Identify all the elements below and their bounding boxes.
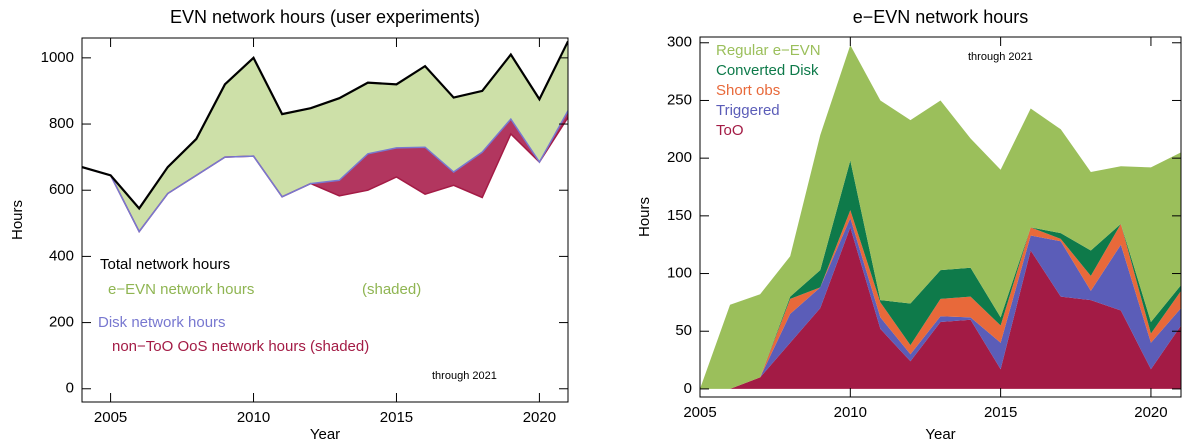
shaded-area (82, 110, 568, 232)
y-tick-label: 1000 (41, 49, 74, 66)
annotation: through 2021 (432, 370, 497, 382)
legend-label: Total network hours (100, 256, 230, 273)
legend-label: Triggered (716, 102, 780, 119)
x-tick-label: 2020 (523, 409, 556, 426)
y-tick-label: 0 (684, 380, 692, 397)
y-tick-label: 800 (49, 115, 74, 132)
legend-label: Short obs (716, 82, 780, 99)
annotation: e−EVN network hours (108, 281, 254, 298)
axes-frame (699, 36, 1182, 398)
x-tick-label: 2005 (683, 404, 716, 421)
axes-frame (81, 37, 569, 403)
stacked-area (700, 210, 1181, 389)
annotation: (shaded) (362, 281, 421, 298)
y-tick-label: 300 (667, 34, 692, 51)
x-tick-label: 2010 (834, 404, 867, 421)
y-tick-label: 50 (675, 322, 692, 339)
y-tick-label: 200 (667, 149, 692, 166)
x-tick-label: 2015 (380, 409, 413, 426)
x-tick-label: 2020 (1134, 404, 1167, 421)
stacked-area (700, 227, 1181, 389)
x-tick-label: 2010 (237, 409, 270, 426)
x-axis-label: Year (310, 426, 340, 443)
y-axis-label: Hours (636, 197, 653, 237)
y-tick-label: 150 (667, 207, 692, 224)
plot-area (82, 40, 568, 233)
stacked-area (700, 45, 1181, 389)
x-axis-label: Year (925, 426, 955, 443)
y-axis-label: Hours (9, 200, 26, 240)
legend-label: non−ToO OoS network hours (shaded) (112, 338, 369, 355)
x-tick-label: 2015 (984, 404, 1017, 421)
chart-title: e−EVN network hours (853, 7, 1029, 27)
y-tick-label: 0 (66, 380, 74, 397)
line (82, 110, 568, 233)
y-tick-label: 250 (667, 91, 692, 108)
line (82, 40, 568, 211)
stacked-area (700, 160, 1181, 389)
annotation: through 2021 (968, 51, 1033, 63)
stacked-area (700, 218, 1181, 389)
plot-area (700, 45, 1181, 389)
y-tick-label: 600 (49, 181, 74, 198)
legend-label: Disk network hours (98, 314, 226, 331)
legend-label: Converted Disk (716, 62, 819, 79)
legend-label: Regular e−EVN (716, 42, 821, 59)
y-tick-label: 100 (667, 265, 692, 282)
chart-title: EVN network hours (user experiments) (170, 7, 480, 27)
legend-label: ToO (716, 122, 744, 139)
x-tick-label: 2005 (94, 409, 127, 426)
y-tick-label: 200 (49, 314, 74, 331)
y-tick-label: 400 (49, 247, 74, 264)
shaded-area (82, 41, 568, 232)
